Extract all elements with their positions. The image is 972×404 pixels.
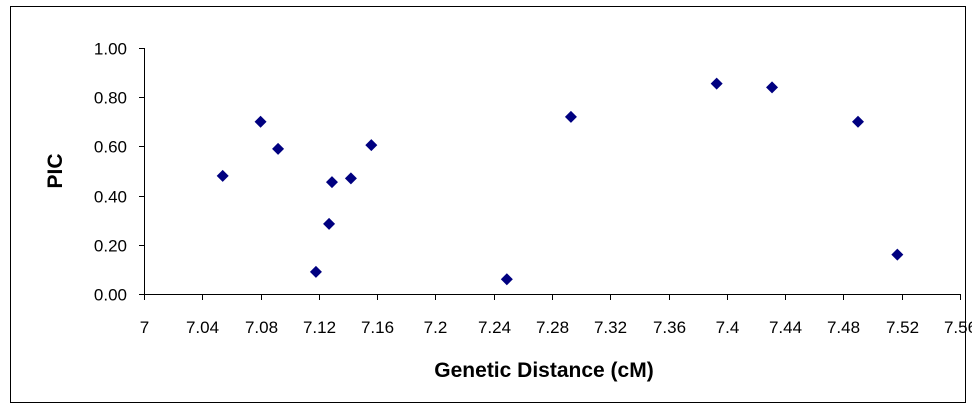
data-point-marker xyxy=(766,81,779,94)
x-tick-label: 7.2 xyxy=(424,318,448,337)
x-tick-label: 7.16 xyxy=(361,318,394,337)
data-points xyxy=(216,77,904,286)
data-point-marker xyxy=(564,110,577,123)
x-axis-title: Genetic Distance (cM) xyxy=(434,359,653,382)
y-tick-label: 0.80 xyxy=(94,89,127,108)
data-point-marker xyxy=(254,115,267,128)
x-tick-label: 7.48 xyxy=(827,318,860,337)
y-tick-label: 0.40 xyxy=(94,188,127,207)
y-axis-title: PIC xyxy=(44,153,67,188)
data-point-marker xyxy=(500,273,513,286)
chart-frame xyxy=(10,6,966,403)
data-point-marker xyxy=(323,217,336,230)
x-tick-label: 7 xyxy=(140,318,149,337)
y-axis: 0.00 0.20 0.40 0.60 0.80 1.00 xyxy=(94,40,145,305)
data-point-marker xyxy=(852,115,864,128)
x-tick-label: 7.52 xyxy=(886,318,919,337)
x-tick-label: 7.36 xyxy=(653,318,686,337)
x-tick-label: 7.28 xyxy=(536,318,569,337)
x-axis: 7 7.04 7.08 7.12 7.16 7.2 7.24 7.28 7.32 7.36 7.4 7… xyxy=(140,294,972,337)
x-tick-label: 7.24 xyxy=(478,318,511,337)
data-point-marker xyxy=(891,248,904,261)
data-point-marker xyxy=(216,169,229,182)
data-point-marker xyxy=(309,265,322,278)
data-point-marker xyxy=(272,142,285,155)
data-point-marker xyxy=(325,176,338,189)
y-tick-label: 0.00 xyxy=(94,286,127,305)
x-tick-label: 7.04 xyxy=(186,318,219,337)
data-point-marker xyxy=(710,77,723,90)
data-point-marker xyxy=(365,139,378,152)
y-tick-label: 1.00 xyxy=(94,40,127,59)
x-tick-label: 7.44 xyxy=(769,318,802,337)
y-tick-label: 0.20 xyxy=(94,237,127,256)
x-tick-label: 7.12 xyxy=(303,318,336,337)
y-tick-label: 0.60 xyxy=(94,138,127,157)
x-tick-label: 7.4 xyxy=(716,318,740,337)
x-tick-label: 7.56 xyxy=(944,318,972,337)
data-point-marker xyxy=(344,172,357,185)
x-tick-label: 7.08 xyxy=(245,318,278,337)
x-tick-label: 7.32 xyxy=(594,318,627,337)
